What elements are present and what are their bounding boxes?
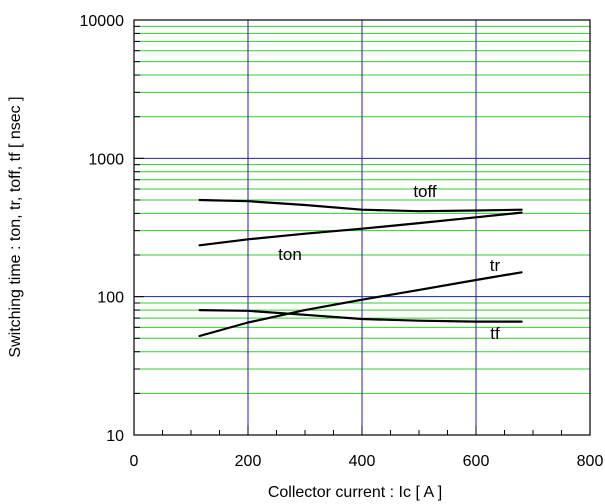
series-lines <box>198 198 523 338</box>
plot-area <box>133 19 591 436</box>
tick-marks <box>133 19 591 436</box>
major-grid <box>134 20 590 435</box>
series-line-tf <box>198 309 523 323</box>
x-tick-label: 0 <box>130 453 139 470</box>
y-tick-label: 10000 <box>80 13 125 30</box>
series-label-tf: tf <box>490 324 500 343</box>
y-tick-label: 1000 <box>88 151 124 168</box>
x-tick-label: 400 <box>349 453 376 470</box>
series-label-toff: toff <box>413 182 437 201</box>
series-label-tr: tr <box>490 256 501 275</box>
y-tick-labels: 10 100 1000 10000 <box>80 13 125 445</box>
y-axis-title: Switching time : ton, tr, toff, tf [ nse… <box>7 96 24 357</box>
x-axis-title: Collector current : Ic [ A ] <box>268 484 442 501</box>
x-tick-label: 200 <box>235 453 262 470</box>
y-tick-label: 100 <box>97 290 124 307</box>
series-line-toff <box>198 198 523 213</box>
series-line-ton <box>198 211 523 247</box>
series-line-tr <box>198 271 523 338</box>
series-label-ton: ton <box>278 245 302 264</box>
x-tick-label: 600 <box>463 453 490 470</box>
series-labels: toff ton tr tf <box>278 182 500 343</box>
x-tick-label: 800 <box>577 453 604 470</box>
x-tick-labels: 0 200 400 600 800 <box>130 453 604 470</box>
y-tick-label: 10 <box>106 428 124 445</box>
